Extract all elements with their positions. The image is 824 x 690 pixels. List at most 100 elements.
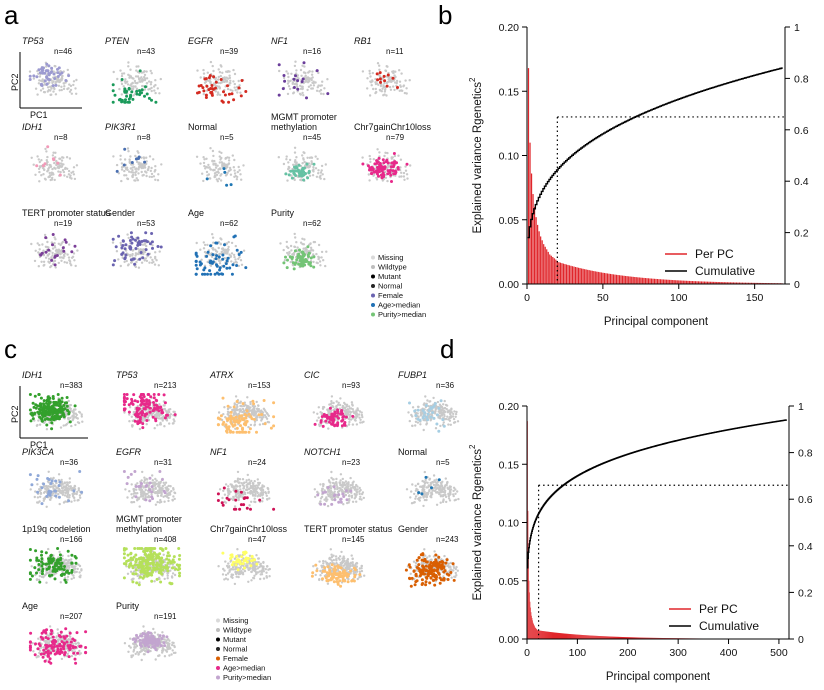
scatter-point-highlight xyxy=(242,430,246,434)
scatter-point xyxy=(257,404,260,407)
scatter-point-highlight xyxy=(56,71,60,75)
scatter-point xyxy=(219,64,222,67)
scatter-point xyxy=(301,64,304,67)
scatter-point xyxy=(219,259,222,262)
scatter-point xyxy=(202,72,206,75)
scatter-point-highlight xyxy=(120,246,124,250)
scatter-point xyxy=(287,85,291,88)
scatter-point xyxy=(203,164,206,168)
scatter-point xyxy=(46,160,49,164)
scatter-point-highlight xyxy=(389,173,393,177)
scatter-point xyxy=(368,72,371,75)
scatter-point-highlight xyxy=(47,478,51,481)
scatter-point-highlight xyxy=(332,494,336,498)
scatter-point xyxy=(121,72,124,75)
scatter-point xyxy=(33,495,36,499)
scatter-point-highlight xyxy=(40,84,44,87)
scatter-point-highlight xyxy=(111,263,115,267)
scatter-point-highlight xyxy=(40,66,44,70)
scatter-point-highlight xyxy=(328,420,331,424)
scatter-point-highlight xyxy=(67,411,71,414)
scatter-point xyxy=(407,411,410,414)
scatter-point-highlight xyxy=(111,100,115,104)
scatter-point-highlight xyxy=(210,93,214,97)
scatter-point xyxy=(327,489,331,492)
scatter-point xyxy=(129,76,132,79)
scatter-point xyxy=(436,400,440,404)
scatter-point xyxy=(48,171,51,175)
scatter-point xyxy=(171,498,174,502)
scatter-point xyxy=(70,264,73,267)
scatter-point xyxy=(416,421,420,424)
scatter-point xyxy=(69,174,72,177)
scatter-point xyxy=(322,484,325,488)
legend-label: Mutant xyxy=(378,272,402,281)
scatter-point xyxy=(400,175,403,178)
scatter-point xyxy=(265,417,269,420)
scatter-point xyxy=(34,173,37,176)
scatter-point xyxy=(439,501,442,504)
scatter-point-highlight xyxy=(214,80,218,84)
scatter-point xyxy=(50,171,54,175)
scatter-point xyxy=(321,487,324,491)
scatter-point xyxy=(68,481,71,484)
scatter-point-highlight xyxy=(146,240,149,244)
scatter-point-highlight xyxy=(143,160,147,164)
scatter-point xyxy=(79,496,82,499)
scatter-point-highlight xyxy=(60,400,64,404)
scatter-point xyxy=(68,260,72,263)
tile-label: NF1 xyxy=(210,447,227,457)
scatter-point xyxy=(216,164,219,167)
scatter-point-highlight xyxy=(396,86,399,89)
tile-count: n=62 xyxy=(303,219,322,228)
scatter-point-highlight xyxy=(337,493,341,497)
scatter-point-highlight xyxy=(45,82,49,86)
scatter-point xyxy=(66,68,70,72)
scatter-point xyxy=(130,493,133,496)
scatter-point xyxy=(67,169,71,173)
scatter-point-highlight xyxy=(138,89,141,93)
scatter-point xyxy=(423,491,426,495)
scatter-point xyxy=(73,485,77,488)
scatter-point xyxy=(205,157,208,160)
scatter-point-highlight xyxy=(152,401,155,404)
scatter-point xyxy=(74,87,77,90)
scatter-point xyxy=(230,241,234,245)
scatter-point xyxy=(67,564,70,567)
scatter-point xyxy=(399,166,402,169)
scatter-point xyxy=(156,424,159,427)
scatter-point xyxy=(127,150,130,153)
scatter-point-highlight xyxy=(129,247,132,251)
scatter-point-highlight xyxy=(244,266,248,270)
scatter-point xyxy=(425,498,428,502)
scatter-point-highlight xyxy=(47,489,51,493)
scatter-point-highlight xyxy=(144,248,148,252)
scatter-point xyxy=(195,241,198,245)
scatter-point xyxy=(285,70,288,73)
scatter-point xyxy=(237,165,240,169)
scatter-point-highlight xyxy=(442,424,446,428)
scatter-point-highlight xyxy=(130,241,134,245)
scatter-point xyxy=(228,74,231,77)
scatter-point xyxy=(392,70,395,73)
scatter-point-highlight xyxy=(140,239,144,243)
scatter-point xyxy=(223,500,226,504)
scatter-point-highlight xyxy=(308,262,311,266)
scatter-point xyxy=(50,496,53,499)
scatter-point xyxy=(319,177,322,180)
scatter-point xyxy=(211,233,214,236)
scatter-point-highlight xyxy=(437,478,441,482)
scatter-point xyxy=(202,161,206,165)
scatter-point xyxy=(135,65,138,68)
scatter-point xyxy=(36,496,40,499)
scatter-point xyxy=(51,247,55,250)
scatter-point-highlight xyxy=(315,69,319,73)
scatter-point xyxy=(40,159,43,162)
scatter-point-highlight xyxy=(214,257,218,261)
scatter-point xyxy=(233,480,237,483)
tile-label: Purity xyxy=(271,208,295,218)
scatter-point xyxy=(442,403,445,406)
panel-letter-c: c xyxy=(4,334,17,364)
scatter-point xyxy=(76,567,79,571)
